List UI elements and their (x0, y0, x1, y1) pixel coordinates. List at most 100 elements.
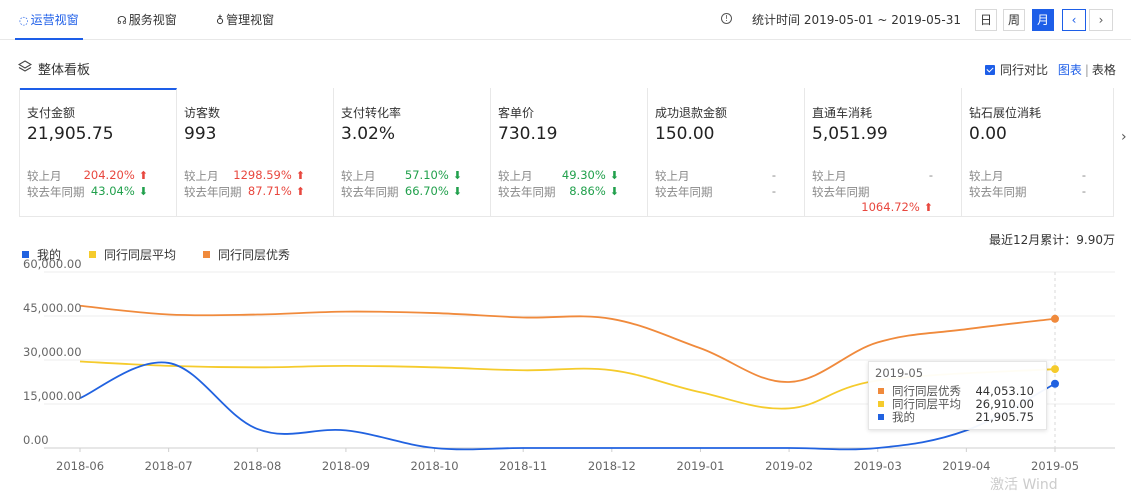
recent-12-months-total: 最近12月累计：9.90万 (989, 233, 1115, 247)
tab-operations-label: 运营视窗 (30, 13, 79, 27)
chevron-right-icon: › (1098, 13, 1104, 27)
arrow-up-icon: ⬆ (295, 169, 305, 182)
metric-row-label: 较去年同期 (969, 185, 1027, 199)
legend-label-excellent: 同行同层优秀 (218, 248, 291, 262)
series-point[interactable] (1051, 365, 1059, 374)
metric-row-label: 较上月 (812, 169, 847, 183)
arrow-down-icon: ⬇ (138, 185, 148, 198)
metric-change: - (771, 168, 776, 182)
metric-title: 访客数 (184, 106, 221, 120)
metric-title: 直通车消耗 (812, 106, 873, 120)
x-tick-label: 2019-05 (1031, 459, 1080, 473)
arrow-up-icon: ⬆ (923, 201, 933, 214)
metric-change-value: 43.04% (90, 184, 135, 198)
metric-card[interactable]: 支付金额 21,905.75 较上月 204.20% ⬆ 较去年同期 43.04% ⬇ (20, 88, 177, 216)
view-table-link[interactable]: 表格 (1091, 63, 1116, 77)
metric-change-value: 204.20% (83, 168, 135, 182)
legend-excellent[interactable]: 同行同层优秀 (203, 246, 290, 263)
tab-management[interactable]: ♁ 管理视窗 (216, 0, 274, 40)
legend-swatch-mine (22, 251, 29, 258)
metric-change-value: 87.71% (247, 184, 292, 198)
metric-card[interactable]: 直通车消耗 5,051.99 较上月 - 较去年同期 1064.72% ⬆ (805, 88, 962, 216)
view-separator: | (1084, 63, 1089, 77)
metric-change: 8.86% ⬇ (569, 184, 619, 198)
metric-value: 5,051.99 (812, 124, 888, 144)
metric-row-extra: 1064.72% ⬆ (812, 200, 961, 216)
metric-card[interactable]: 支付转化率 3.02% 较上月 57.10% ⬇ 较去年同期 66.70% ⬇ (334, 88, 491, 216)
metric-card[interactable]: 访客数 993 较上月 1298.59% ⬆ 较去年同期 87.71% ⬆ (177, 88, 334, 216)
metric-row-label: 较上月 (498, 169, 533, 183)
metric-title: 客单价 (498, 106, 535, 120)
layers-icon (18, 60, 32, 72)
x-tick-label: 2018-08 (233, 459, 282, 473)
metric-row-label: 较去年同期 (655, 185, 713, 199)
y-tick-label: 60,000.00 (23, 257, 82, 271)
tooltip-value: 21,905.75 (975, 410, 1034, 424)
legend-swatch-excellent (203, 251, 210, 258)
metric-row-yoy: 较去年同期 43.04% ⬇ (27, 184, 176, 200)
x-tick-label: 2018-11 (499, 459, 548, 473)
tooltip-swatch (878, 388, 884, 394)
metric-change-value: 8.86% (569, 184, 606, 198)
board-title: 整体看板 (38, 63, 91, 78)
tooltip-row: 同行同层平均 26,910.00 (875, 398, 1040, 411)
metric-change: 66.70% ⬇ (405, 184, 462, 198)
metric-row-label: 较去年同期 (27, 185, 85, 199)
chevron-left-icon: ‹ (1071, 13, 1077, 27)
tooltip-value: 26,910.00 (975, 397, 1034, 411)
metric-change-value: 1064.72% (861, 200, 920, 214)
metric-value: 0.00 (969, 124, 1007, 144)
metric-change: 1064.72% ⬆ (861, 200, 933, 214)
compare-label: 同行对比 (1000, 63, 1049, 77)
metric-row-yoy: 较去年同期 (812, 184, 961, 200)
metric-change: - (1081, 168, 1086, 182)
next-period-button[interactable]: › (1089, 9, 1113, 31)
compare-checkbox[interactable] (985, 65, 995, 75)
activation-watermark: 激活 Wind (990, 477, 1058, 493)
metric-row-mom: 较上月 - (969, 168, 1114, 184)
tab-operations[interactable]: ◌ 运营视窗 (15, 0, 83, 40)
period-day-button[interactable]: 日 (975, 9, 997, 31)
metric-row-yoy: 较去年同期 - (655, 184, 804, 200)
prev-period-button[interactable]: ‹ (1062, 9, 1086, 31)
stat-time: 统计时间 2019-05-01 ~ 2019-05-31 (752, 13, 961, 27)
tooltip-name: 我的 (892, 410, 915, 424)
metric-card[interactable]: 成功退款金额 150.00 较上月 - 较去年同期 - (648, 88, 805, 216)
period-week-button[interactable]: 周 (1003, 9, 1025, 31)
series-point[interactable] (1051, 314, 1059, 323)
metric-row-mom: 较上月 1298.59% ⬆ (184, 168, 333, 184)
metric-row-yoy: 较去年同期 8.86% ⬇ (498, 184, 647, 200)
tooltip-row: 同行同层优秀 44,053.10 (875, 385, 1040, 398)
y-tick-label: 45,000.00 (23, 301, 82, 315)
metric-card[interactable]: 钻石展位消耗 0.00 较上月 - 较去年同期 - (962, 88, 1114, 216)
metric-change: - (1081, 184, 1086, 198)
metric-value: 150.00 (655, 124, 715, 144)
arrow-up-icon: ⬆ (138, 169, 148, 182)
tab-service[interactable]: ☊ 服务视窗 (117, 0, 177, 40)
x-tick-label: 2018-07 (144, 459, 193, 473)
series-average-line (79, 360, 1056, 410)
info-icon[interactable]: ! (721, 13, 732, 24)
metric-row-label: 较去年同期 (184, 185, 242, 199)
view-chart-link[interactable]: 图表 (1057, 63, 1082, 77)
legend-average[interactable]: 同行同层平均 (89, 246, 176, 263)
arrow-down-icon: ⬇ (609, 185, 619, 198)
period-month-button[interactable]: 月 (1032, 9, 1054, 31)
ops-icon: ◌ (19, 14, 29, 27)
metric-card[interactable]: 客单价 730.19 较上月 49.30% ⬇ 较去年同期 8.86% ⬇ (491, 88, 648, 216)
y-tick-label: 0.00 (23, 433, 49, 447)
metric-row-mom: 较上月 - (812, 168, 961, 184)
legend-mine[interactable]: 我的 (22, 246, 61, 263)
metric-row-mom: 较上月 204.20% ⬆ (27, 168, 176, 184)
metric-row-label: 较去年同期 (812, 185, 870, 199)
metric-title: 成功退款金额 (655, 106, 728, 120)
metric-row-yoy: 较去年同期 66.70% ⬇ (341, 184, 490, 200)
arrow-down-icon: ⬇ (452, 185, 462, 198)
legend-label-average: 同行同层平均 (104, 248, 177, 262)
tooltip-name: 同行同层平均 (892, 397, 961, 411)
metric-change: 43.04% ⬇ (91, 184, 148, 198)
metric-change: 1298.59% ⬆ (233, 168, 305, 182)
series-point[interactable] (1051, 379, 1059, 388)
cards-next-icon[interactable]: › (1121, 129, 1127, 145)
